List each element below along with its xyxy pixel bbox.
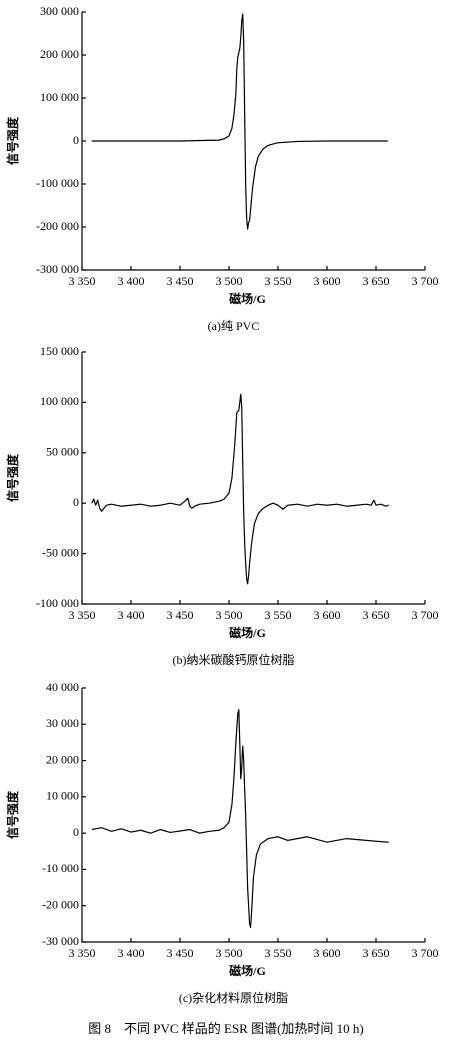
y-tick-label: 100 000 [40,90,79,104]
y-axis-label: 信号强度 [5,116,20,165]
line [91,393,389,585]
x-tick-label: 3 350 [69,946,96,960]
y-axis-label: 信号强度 [5,790,20,839]
x-tick-label: 3 450 [167,274,194,288]
x-tick-label: 3 400 [118,608,145,622]
x-axis-label: 磁场/G [228,963,266,978]
y-tick-label: 300 000 [40,4,79,18]
x-tick-label: 3 500 [216,946,243,960]
y-tick-label: 20 000 [46,752,79,766]
x-tick-label: 3 500 [216,608,243,622]
x-tick-label: 3 400 [118,274,145,288]
y-tick-label: 30 000 [46,716,79,730]
panel-caption: (a)纯 PVC [208,319,260,333]
y-tick-label: -10 000 [42,861,79,875]
x-tick-label: 3 550 [265,608,292,622]
x-tick-label: 3 650 [363,608,390,622]
y-tick-label: 0 [73,495,79,509]
x-tick-label: 3 650 [363,946,390,960]
line [91,709,389,929]
y-tick-label: 100 000 [40,394,79,408]
y-tick-label: 0 [73,825,79,839]
x-tick-label: 3 400 [118,946,145,960]
x-tick-label: 3 550 [265,274,292,288]
y-tick-label: -100 000 [36,596,79,610]
y-tick-label: -200 000 [36,219,79,233]
panel-caption: (c)杂化材料原位树脂 [179,990,288,1005]
y-tick-label: -30 000 [42,934,79,948]
line [91,13,388,230]
x-tick-label: 3 450 [167,946,194,960]
panel-caption: (b)纳米碳酸钙原位树脂 [173,652,295,667]
figure-caption: 图 8 不同 PVC 样品的 ESR 图谱(加热时间 10 h) [88,1021,364,1036]
y-tick-label: -20 000 [42,897,79,911]
x-tick-label: 3 350 [69,274,96,288]
y-tick-label: 10 000 [46,789,79,803]
axes [81,688,425,943]
y-tick-label: -100 000 [36,176,79,190]
y-axis-label: 信号强度 [5,453,20,502]
x-tick-label: 3 700 [412,946,439,960]
x-axis-label: 磁场/G [228,625,266,640]
y-tick-label: 40 000 [46,680,79,694]
y-tick-label: 0 [73,133,79,147]
y-tick-label: 150 000 [40,344,79,358]
x-tick-label: 3 700 [412,274,439,288]
y-tick-label: -50 000 [42,545,79,559]
axes [81,352,425,605]
x-tick-label: 3 600 [314,274,341,288]
x-axis-label: 磁场/G [228,291,266,306]
x-tick-label: 3 600 [314,946,341,960]
x-tick-label: 3 550 [265,946,292,960]
x-tick-label: 3 500 [216,274,243,288]
y-tick-label: 50 000 [46,445,79,459]
y-tick-label: -300 000 [36,262,79,276]
x-tick-label: 3 450 [167,608,194,622]
x-tick-label: 3 650 [363,274,390,288]
y-tick-label: 200 000 [40,47,79,61]
x-tick-label: 3 700 [412,608,439,622]
x-tick-label: 3 600 [314,608,341,622]
x-tick-label: 3 350 [69,608,96,622]
